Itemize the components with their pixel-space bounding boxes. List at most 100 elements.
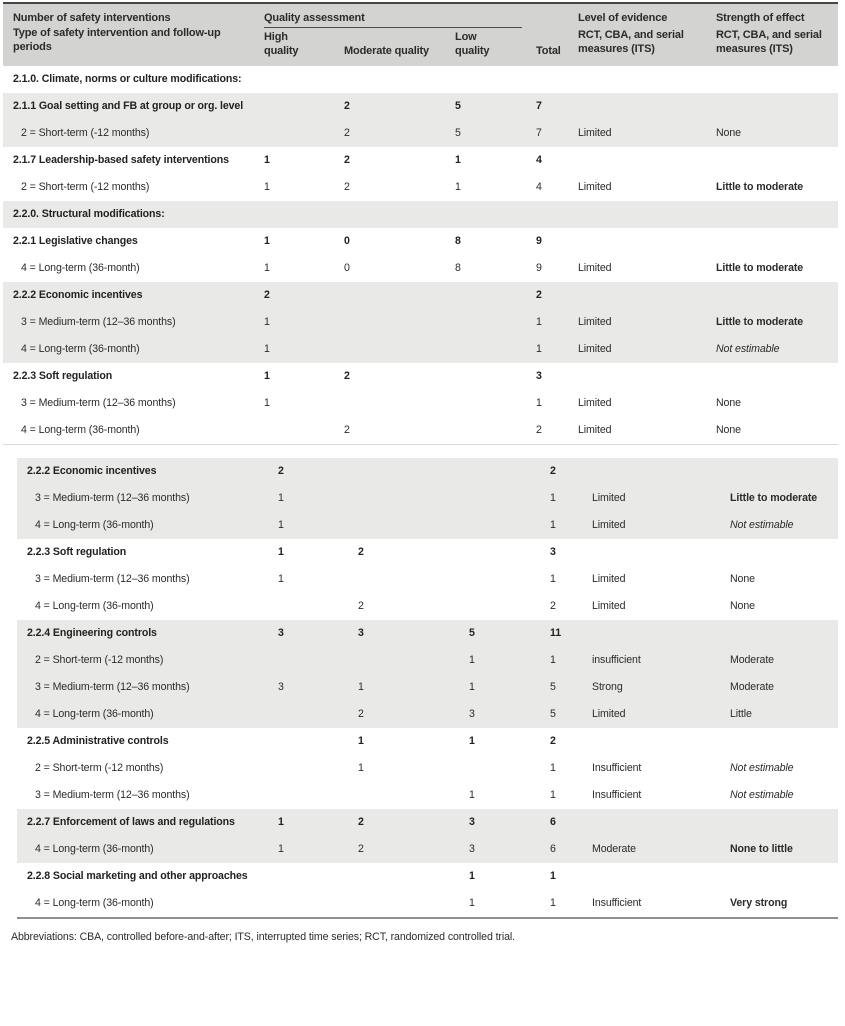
total-value: 2	[536, 288, 542, 301]
level-of-evidence-value: Insufficient	[592, 761, 642, 774]
total-value: 6	[550, 815, 556, 828]
table-row: 2.2.2 Economic incentives 2 2	[3, 281, 838, 309]
high-quality-value: 1	[264, 261, 270, 274]
row-label: 3 = Medium-term (12–36 months)	[21, 315, 176, 328]
table-row: 4 = Long-term (36-month) 1 1 Insufficient Ve…	[17, 890, 838, 917]
moderate-quality-value: 2	[344, 153, 350, 166]
moderate-quality-value: 3	[358, 626, 364, 639]
high-quality-value: 2	[278, 464, 284, 477]
strength-of-effect-value: Not estimable	[730, 761, 794, 774]
low-quality-value: 1	[469, 869, 475, 882]
row-label: 2 = Short-term (-12 months)	[35, 653, 164, 666]
low-quality-value: 3	[469, 707, 475, 720]
row-label: 2 = Short-term (-12 months)	[35, 761, 164, 774]
high-quality-value: 1	[264, 369, 270, 382]
total-value: 3	[536, 369, 542, 382]
table-row: 3 = Medium-term (12–36 months) 1 1 Limited N…	[3, 390, 838, 417]
table-row: 2.2.5 Administrative controls 1 1 2	[17, 728, 838, 755]
row-label: 2.1.7 Leadership-based safety interventi…	[13, 153, 229, 166]
table-row: 4 = Long-term (36-month) 1 1 Limited Not est…	[3, 335, 838, 363]
strength-of-effect-value: Little to moderate	[716, 261, 804, 274]
low-quality-value: 1	[469, 653, 475, 666]
strength-of-effect-value: None to little	[730, 842, 793, 855]
row-label: 4 = Long-term (36-month)	[21, 342, 140, 355]
strength-of-effect-value: Little	[730, 707, 752, 720]
table-row: 2 = Short-term (-12 months) 1 2 1 4 Limited Li…	[3, 174, 838, 201]
table-row: 3 = Medium-term (12–36 months) 3 1 1 5 Strong…	[17, 673, 838, 701]
total-value: 1	[536, 315, 542, 328]
moderate-quality-value: 1	[358, 761, 364, 774]
moderate-quality-value: 2	[344, 423, 350, 436]
total-value: 2	[536, 423, 542, 436]
strength-of-effect-value: Little to moderate	[730, 491, 818, 504]
total-value: 2	[550, 464, 556, 477]
total-value: 6	[550, 842, 556, 855]
total-value: 1	[536, 342, 542, 355]
row-label: 3 = Medium-term (12–36 months)	[35, 572, 190, 585]
row-label: 4 = Long-term (36-month)	[35, 707, 154, 720]
total-value: 4	[536, 153, 542, 166]
table-row: 2.2.3 Soft regulation 1 2 3	[17, 539, 838, 566]
table-row: 3 = Medium-term (12–36 months) 1 1 Limited N…	[17, 566, 838, 593]
total-value: 2	[550, 734, 556, 747]
table-row: 2 = Short-term (-12 months) 2 5 7 Limited Non…	[3, 119, 838, 147]
table-row: 3 = Medium-term (12–36 months) 1 1 Insuffic…	[17, 782, 838, 809]
table-row: 3 = Medium-term (12–36 months) 1 1 Limited L…	[3, 308, 838, 336]
strength-of-effect-value: Little to moderate	[716, 180, 804, 193]
row-label: 4 = Long-term (36-month)	[35, 599, 154, 612]
level-of-evidence-value: Limited	[578, 126, 612, 139]
safety-interventions-table: Number of safety interventions Type of s…	[3, 2, 838, 919]
row-label: 4 = Long-term (36-month)	[21, 423, 140, 436]
level-of-evidence-value: insufficient	[592, 653, 641, 666]
level-of-evidence-value: Limited	[578, 315, 612, 328]
row-label: 2.2.5 Administrative controls	[27, 734, 169, 747]
row-label: 2 = Short-term (-12 months)	[21, 126, 150, 139]
table-panel-2: 2.2.2 Economic incentives 2 2 3 = Medium-te…	[17, 457, 838, 919]
low-quality-value: 1	[469, 734, 475, 747]
header-level-of-evidence-line1: Level of evidence	[578, 12, 668, 24]
level-of-evidence-value: Limited	[578, 396, 612, 409]
level-of-evidence-value: Limited	[592, 518, 626, 531]
row-label: 2.2.1 Legislative changes	[13, 234, 138, 247]
abbreviations-footnote: Abbreviations: CBA, controlled before-an…	[11, 930, 516, 943]
row-label: 2.2.4 Engineering controls	[27, 626, 157, 639]
strength-of-effect-value: Not estimable	[730, 518, 794, 531]
row-label: 2 = Short-term (-12 months)	[21, 180, 150, 193]
table-row: 2 = Short-term (-12 months) 1 1 insufficien…	[17, 646, 838, 674]
row-label: 4 = Long-term (36-month)	[21, 261, 140, 274]
strength-of-effect-value: Very strong	[730, 896, 788, 909]
header-total: Total	[536, 45, 561, 57]
header-level-of-evidence-line2: RCT, CBA, and serial measures (ITS)	[578, 28, 684, 56]
total-value: 1	[550, 869, 556, 882]
strength-of-effect-value: Not estimable	[730, 788, 794, 801]
total-value: 9	[536, 261, 542, 274]
high-quality-value: 2	[264, 288, 270, 301]
total-value: 7	[536, 99, 542, 112]
low-quality-value: 1	[469, 788, 475, 801]
table-header: Number of safety interventions Type of s…	[3, 4, 838, 66]
row-label: 4 = Long-term (36-month)	[35, 842, 154, 855]
moderate-quality-value: 1	[358, 680, 364, 693]
total-value: 1	[536, 396, 542, 409]
high-quality-value: 1	[264, 315, 270, 328]
low-quality-value: 5	[469, 626, 475, 639]
moderate-quality-value: 2	[358, 707, 364, 720]
table-row: 2.2.3 Soft regulation 1 2 3	[3, 363, 838, 390]
total-value: 1	[550, 896, 556, 909]
high-quality-value: 3	[278, 680, 284, 693]
row-label: 3 = Medium-term (12–36 months)	[35, 788, 190, 801]
table-row: 2.2.8 Social marketing and other approac…	[17, 863, 838, 890]
row-label: 2.2.2 Economic incentives	[27, 464, 157, 477]
table-row: 2.2.4 Engineering controls 3 3 5 11	[17, 619, 838, 647]
table-row: 4 = Long-term (36-month) 2 2 Limited None	[17, 593, 838, 620]
header-moderate-quality: Moderate quality	[344, 45, 430, 57]
table-row: 3 = Medium-term (12–36 months) 1 1 Limited L…	[17, 484, 838, 512]
high-quality-value: 1	[264, 234, 270, 247]
moderate-quality-value: 0	[344, 234, 350, 247]
moderate-quality-value: 2	[358, 599, 364, 612]
moderate-quality-value: 0	[344, 261, 350, 274]
high-quality-value: 3	[278, 626, 284, 639]
high-quality-value: 1	[278, 518, 284, 531]
total-value: 1	[550, 761, 556, 774]
row-label: 3 = Medium-term (12–36 months)	[35, 491, 190, 504]
